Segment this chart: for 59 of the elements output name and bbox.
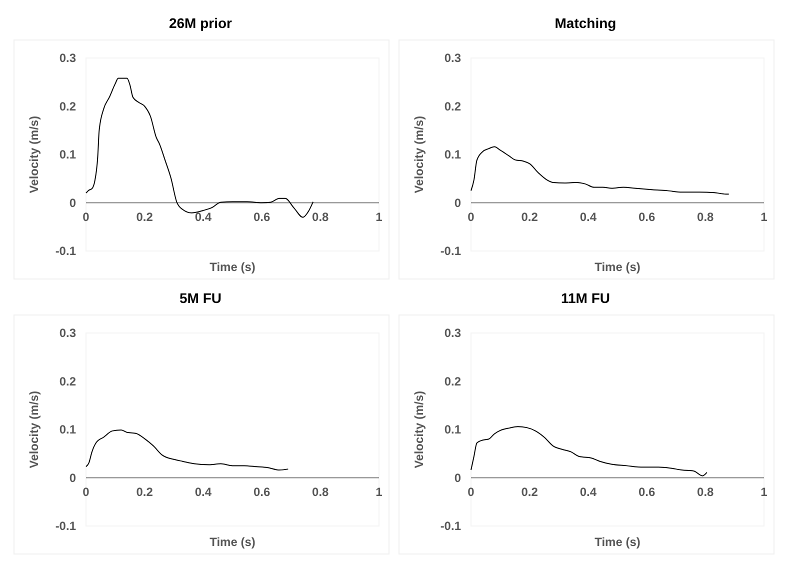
x-tick-label: 1: [376, 210, 383, 224]
x-tick-label: 0: [82, 484, 90, 499]
x-tick-label: 0.4: [580, 484, 597, 499]
y-tick-label: 0.2: [59, 99, 76, 114]
x-tick-label: 0: [82, 210, 90, 224]
y-tick-label: -0.1: [440, 244, 462, 258]
y-tick-label: 0.3: [444, 326, 462, 340]
y-tick-label: 0.2: [444, 99, 462, 114]
x-tick-label: 0.4: [580, 210, 597, 224]
x-tick-label: 0.8: [312, 484, 330, 499]
chart-title: 26M prior: [168, 15, 233, 31]
x-tick-label: 0.2: [521, 484, 538, 499]
y-tick-label: 0.3: [444, 51, 462, 66]
x-tick-label: 0.6: [638, 210, 656, 224]
y-tick-label: -0.1: [55, 244, 76, 258]
x-axis-title: Time (s): [210, 260, 256, 274]
y-tick-label: 0.2: [59, 374, 76, 388]
line-series: [86, 429, 289, 471]
chart-title: Matching: [554, 15, 616, 31]
chart-title: 11M FU: [560, 290, 610, 306]
x-tick-label: 0: [468, 484, 475, 499]
x-tick-label: 0: [468, 210, 475, 224]
line-series: [470, 146, 730, 195]
x-tick-label: 1: [760, 210, 768, 224]
y-axis-title: Velocity (m/s): [412, 116, 426, 194]
x-tick-label: 0.2: [136, 484, 154, 499]
y-tick-label: 0.1: [59, 422, 76, 437]
y-axis-title: Velocity (m/s): [27, 116, 41, 194]
x-tick-label: 0.4: [194, 484, 212, 499]
x-tick-label: 0.2: [136, 210, 154, 224]
x-tick-label: 0.8: [697, 210, 714, 224]
x-tick-label: 0.8: [312, 210, 330, 224]
x-tick-label: 1: [376, 484, 383, 499]
y-tick-label: 0.2: [444, 374, 462, 388]
x-axis-title: Time (s): [594, 535, 640, 549]
y-tick-label: 0.3: [59, 326, 76, 340]
y-axis-title: Velocity (m/s): [412, 390, 426, 468]
x-tick-label: 0.6: [253, 210, 270, 224]
y-tick-label: 0.1: [444, 422, 462, 437]
y-tick-label: 0.1: [444, 148, 462, 162]
x-tick-label: 0.6: [638, 484, 656, 499]
y-tick-label: 0: [454, 470, 462, 485]
y-tick-label: -0.1: [55, 519, 76, 534]
y-tick-label: 0.3: [59, 51, 76, 66]
chart-title: 5M FU: [180, 290, 222, 306]
x-axis-title: Time (s): [594, 260, 640, 274]
x-tick-label: 0.2: [521, 210, 538, 224]
y-tick-label: 0: [454, 196, 462, 210]
x-axis-title: Time (s): [210, 535, 256, 549]
y-axis-title: Velocity (m/s): [27, 390, 41, 468]
line-series: [470, 426, 708, 476]
x-tick-label: 0.6: [253, 484, 270, 499]
y-tick-label: 0: [69, 196, 76, 210]
y-tick-label: -0.1: [440, 519, 462, 534]
x-tick-label: 1: [760, 484, 768, 499]
x-tick-label: 0.4: [194, 210, 212, 224]
y-tick-label: 0: [69, 470, 76, 485]
y-tick-label: 0.1: [59, 148, 76, 162]
x-tick-label: 0.8: [697, 484, 714, 499]
